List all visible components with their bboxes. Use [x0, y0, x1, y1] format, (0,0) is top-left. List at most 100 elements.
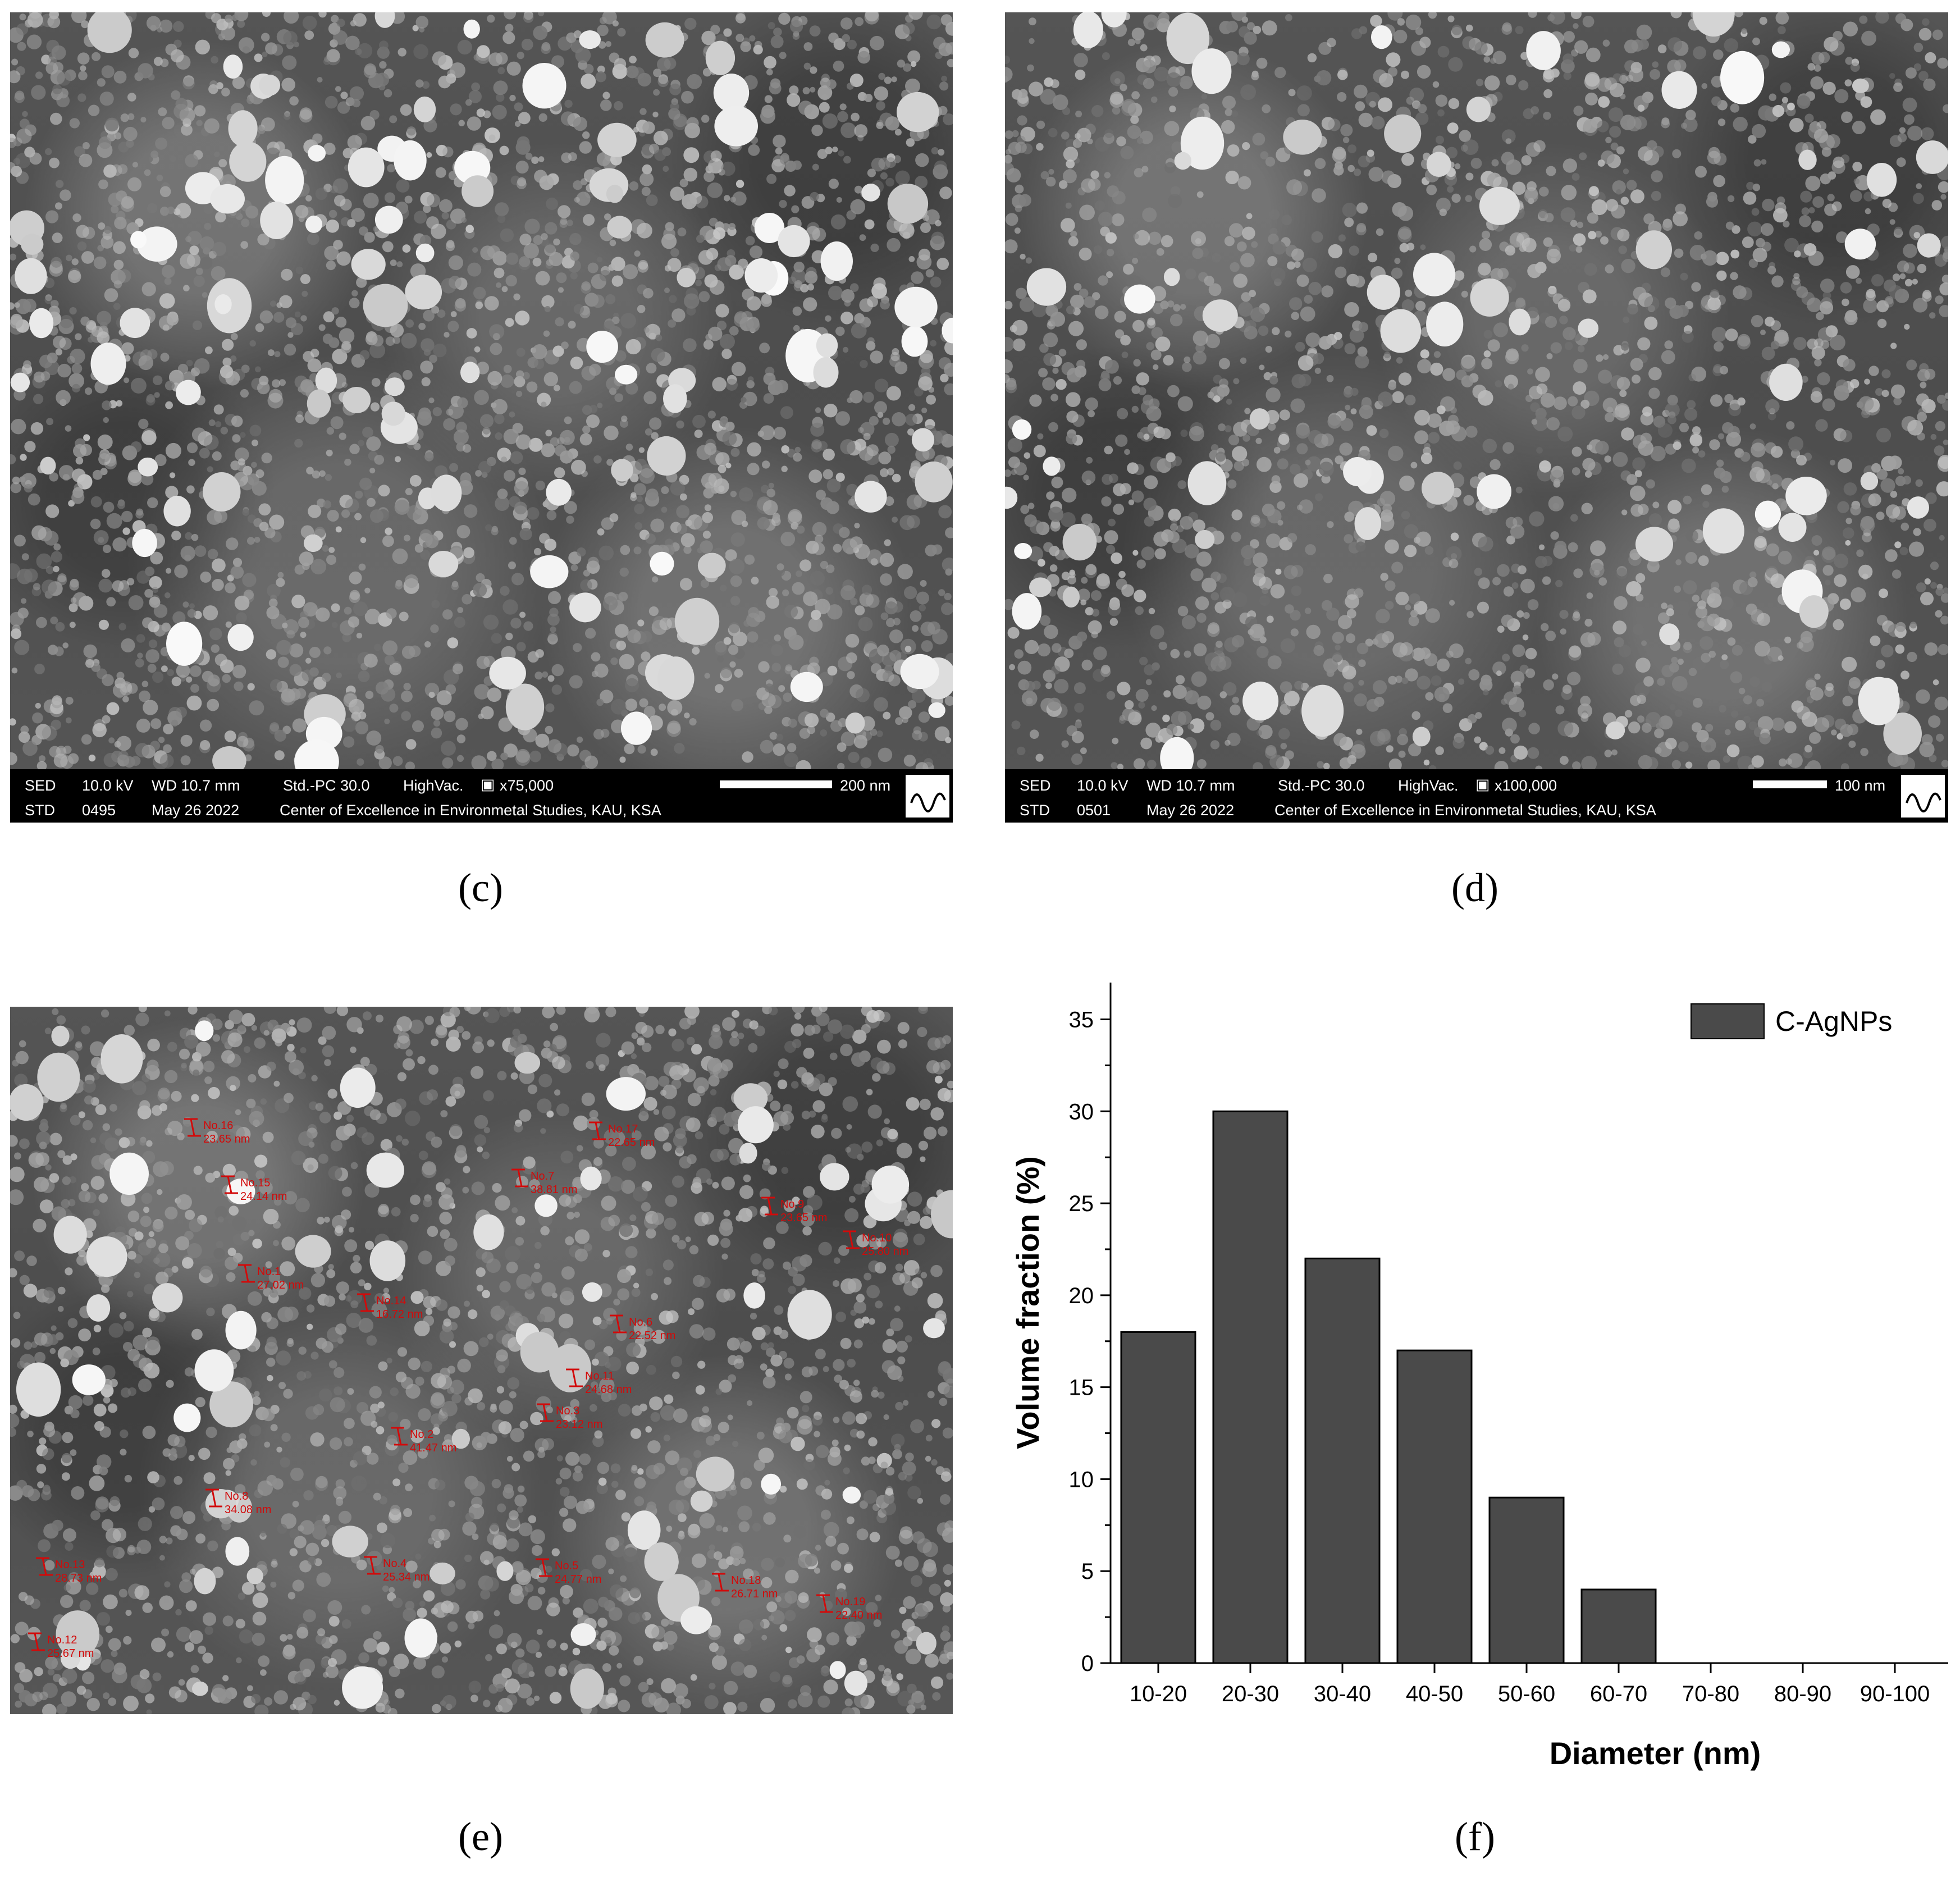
- measurement-number: No.8: [225, 1490, 248, 1502]
- legend-label: C-AgNPs: [1775, 1006, 1892, 1037]
- measurement-number: No.15: [240, 1177, 270, 1189]
- measurement-value: 22.40 nm: [835, 1609, 882, 1622]
- info-mag: x100,000: [1495, 777, 1557, 794]
- measurement-marker: No.6 22.52 nm: [610, 1314, 675, 1342]
- measurement-number: No.17: [608, 1123, 638, 1135]
- info-std: STD: [1020, 802, 1050, 819]
- info-num: 0501: [1077, 802, 1111, 819]
- info-vac: HighVac.: [403, 777, 464, 794]
- x-tick-label: 50-60: [1498, 1682, 1555, 1706]
- x-tick-label: 90-100: [1860, 1682, 1930, 1706]
- measurement-number: No.2: [410, 1428, 433, 1441]
- sem-infobar-c: SED 10.0 kV WD 10.7 mm Std.-PC 30.0 High…: [10, 769, 953, 823]
- info-sed: SED: [25, 777, 56, 794]
- measurement-value: 34.08 nm: [225, 1504, 271, 1516]
- y-tick-label: 0: [1081, 1651, 1094, 1676]
- scale-bar: [1753, 780, 1827, 788]
- measurement-value: 25.34 nm: [383, 1571, 430, 1583]
- x-tick-label: 30-40: [1314, 1682, 1371, 1706]
- measurement-marker: No.524.77 nm: [536, 1558, 601, 1586]
- info-wd: WD 10.7 mm: [152, 777, 240, 794]
- measurement-value: 38.81 nm: [531, 1184, 577, 1196]
- info-kv: 10.0 kV: [82, 777, 134, 794]
- info-scale: 100 nm: [1835, 777, 1886, 794]
- measurement-marker: No.425.34 nm: [364, 1556, 430, 1583]
- measurement-number: No.1: [257, 1266, 281, 1278]
- histogram-bar: [1488, 1496, 1565, 1664]
- sem-panel-c: SED 10.0 kV WD 10.7 mm Std.-PC 30.0 High…: [10, 12, 953, 823]
- measurement-number: No.10: [862, 1232, 892, 1244]
- histogram-bar: [1396, 1349, 1473, 1664]
- sem-panel-e: No.16 23.65 nm No.17 22.65 nm No.15 24.14 nm N…: [10, 1007, 953, 1714]
- info-center: Center of Excellence in Environmetal Stu…: [280, 802, 661, 819]
- x-tick-label: 20-30: [1222, 1682, 1279, 1706]
- camera-icon: ▣: [1475, 776, 1490, 793]
- measurement-value: 23.65 nm: [203, 1133, 250, 1145]
- panel-label-d: (d): [1451, 865, 1498, 910]
- measurement-number: No.14: [376, 1295, 406, 1307]
- y-axis-label: Volume fraction (%): [1010, 1156, 1045, 1449]
- measurement-value: 24.14 nm: [240, 1190, 287, 1203]
- histogram-chart: 0 5 10 15 20 25 30 35 10-20 20-30 30-40 40-50 50-60…: [994, 955, 1960, 1774]
- info-center: Center of Excellence in Environmetal Stu…: [1274, 802, 1656, 819]
- legend-swatch: [1691, 1003, 1765, 1039]
- info-vac: HighVac.: [1398, 777, 1459, 794]
- measurement-number: No.12: [47, 1634, 77, 1646]
- y-tick-label: 35: [1069, 1008, 1094, 1033]
- info-date: May 26 2022: [1146, 802, 1235, 819]
- measurement-number: No.19: [835, 1596, 865, 1608]
- measurement-value: 22.52 nm: [629, 1330, 675, 1342]
- measurement-number: No.11: [585, 1370, 614, 1382]
- panel-label-e: (e): [458, 1814, 503, 1859]
- measurement-number: No.4: [383, 1558, 406, 1570]
- measurement-value: 25.67 nm: [47, 1647, 94, 1660]
- x-tick-label: 40-50: [1406, 1682, 1463, 1706]
- y-tick-label: 15: [1069, 1376, 1094, 1400]
- measurement-marker: No.241.47 nm: [391, 1427, 456, 1454]
- info-std-pc: Std.-PC 30.0: [1278, 777, 1365, 794]
- chart-svg: 0 5 10 15 20 25 30 35 10-20 20-30 30-40 40-50 50-60…: [1010, 983, 1948, 1771]
- info-wd: WD 10.7 mm: [1146, 777, 1235, 794]
- panel-label-c: (c): [458, 865, 503, 910]
- measurement-number: No.3: [556, 1405, 579, 1417]
- measurement-marker: No.7 38.81 nm: [511, 1168, 577, 1196]
- measurement-number: No.16: [203, 1120, 233, 1132]
- measurement-number: No.18: [731, 1574, 761, 1587]
- info-scale: 200 nm: [840, 777, 891, 794]
- chart-legend: C-AgNPs: [1691, 1003, 1892, 1039]
- measurement-value: 16.72 nm: [376, 1308, 423, 1321]
- x-tick-labels: 10-20 20-30 30-40 40-50 50-60 60-70 70-80 80-90…: [1130, 1663, 1930, 1706]
- y-tick-label: 25: [1069, 1191, 1094, 1216]
- measurement-value: 41.47 nm: [410, 1442, 456, 1454]
- x-tick-label: 80-90: [1774, 1682, 1831, 1706]
- histogram-bar: [1120, 1331, 1196, 1664]
- sem-particles-d: [1005, 12, 1948, 769]
- info-mag: x75,000: [500, 777, 554, 794]
- chart-bars: [1120, 1110, 1657, 1664]
- y-tick-label: 5: [1081, 1559, 1094, 1584]
- measurement-value: 23.65 nm: [780, 1212, 827, 1224]
- measurement-value: 24.68 nm: [585, 1383, 632, 1396]
- measurement-value: 27.02 nm: [257, 1279, 304, 1291]
- measurement-marker: No.923.65 nm: [761, 1196, 827, 1224]
- sem-particles-c: [10, 12, 953, 769]
- measurement-value: 22.65 nm: [608, 1136, 655, 1149]
- info-num: 0495: [82, 802, 116, 819]
- x-tick-label: 60-70: [1590, 1682, 1647, 1706]
- info-date: May 26 2022: [152, 802, 240, 819]
- info-kv: 10.0 kV: [1077, 777, 1129, 794]
- measurement-value: 26.71 nm: [731, 1588, 778, 1600]
- y-tick-labels: 0 5 10 15 20 25 30 35: [1069, 1008, 1111, 1676]
- histogram-bar: [1580, 1588, 1657, 1664]
- sem-panel-d: SED 10.0 kV WD 10.7 mm Std.-PC 30.0 High…: [1005, 12, 1948, 823]
- info-sed: SED: [1020, 777, 1051, 794]
- x-tick-label: 70-80: [1682, 1682, 1739, 1706]
- histogram-bar: [1212, 1110, 1289, 1664]
- measurement-value: 28.73 nm: [55, 1572, 102, 1584]
